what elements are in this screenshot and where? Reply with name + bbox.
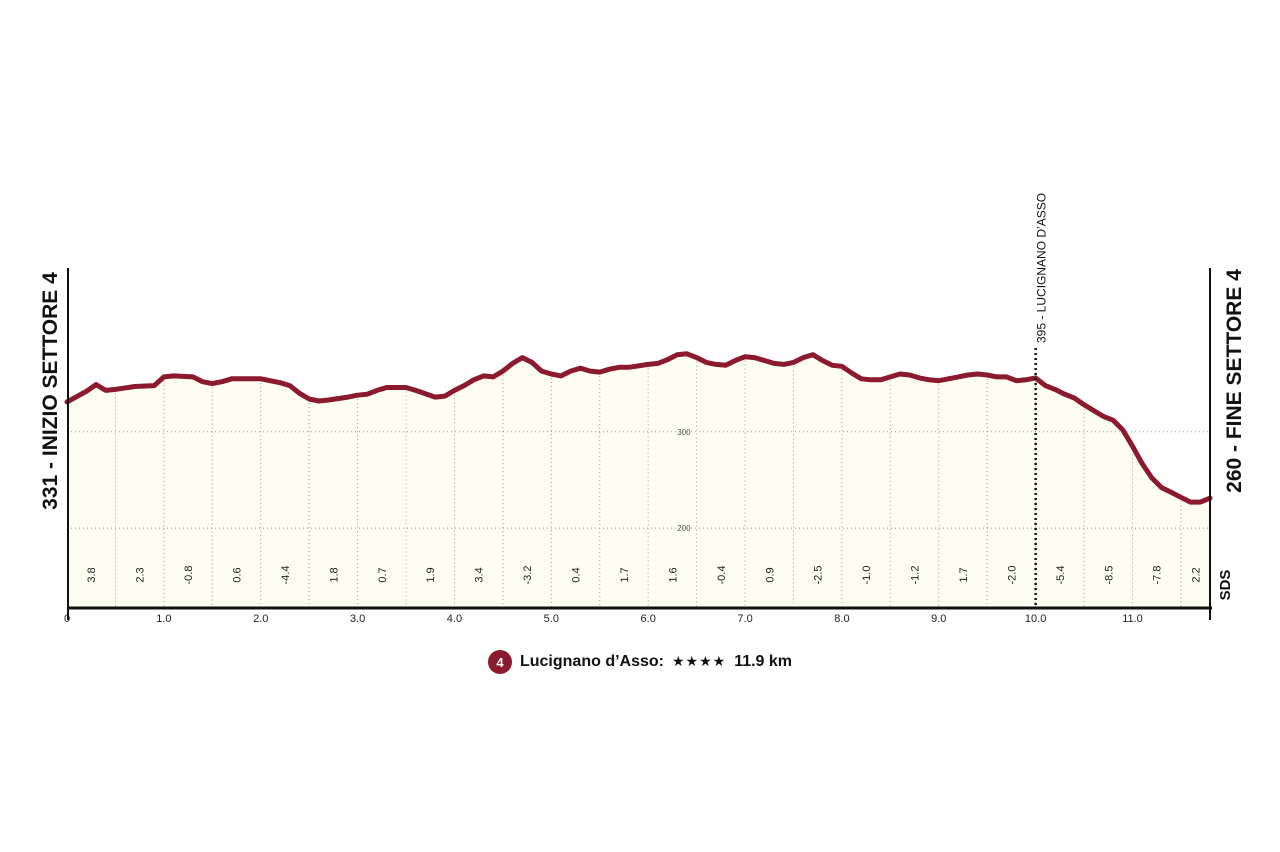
sector-number-badge: 4 [487,650,512,674]
segment-gradient-label: 3.4 [474,567,486,582]
segment-gradient-label: 1.9 [425,567,437,582]
elevation-chart: 200 300 395 - LUCIGNANO D’ASSO 3.8 2.3 -0.8… [39,193,1246,625]
segment-gradient-label: -5.4 [1055,566,1067,585]
x-tick-label: 5.0 [544,613,559,625]
segment-gradient-label: -8.5 [1103,566,1115,585]
segment-gradient-label: 0.9 [764,567,776,582]
elevation-area [67,353,1210,608]
segment-gradient-label: 0.7 [377,567,389,582]
segment-gradient-label: 2.2 [1191,567,1203,582]
waypoint-marker-label-group: 395 - LUCIGNANO D’ASSO [1035,193,1049,343]
x-tick-label: 6.0 [641,613,656,625]
segment-gradient-label: 1.7 [619,567,631,582]
segment-gradient-label: -7.8 [1152,566,1164,585]
segment-gradient-label: -0.4 [716,566,728,585]
segment-gradient-label: 3.8 [86,567,98,582]
y-tick-label-300: 300 [677,428,691,437]
segment-gradient-label: -0.8 [183,566,195,585]
y-tick-label-200: 200 [677,524,691,533]
x-tick-label: 4.0 [447,613,462,625]
waypoint-marker-label: 395 - LUCIGNANO D’ASSO [1035,193,1049,343]
x-tick-label: 8.0 [834,613,849,625]
segment-gradient-label: 1.7 [958,567,970,582]
segment-gradient-label: -1.0 [861,566,873,585]
sector-location: Lucignano d’Asso: [519,653,664,670]
elevation-profile-line [64,351,1213,505]
x-tick-label: 1.0 [156,613,171,625]
segment-gradient-label: 0.4 [571,567,583,582]
x-tick-label: 2.0 [253,613,268,625]
sector-distance: 11.9 km [734,653,793,670]
sector-footer: 4 Lucignano d’Asso: ★★★★ 11.9 km [0,648,1280,676]
segment-gradient-label: -4.4 [280,566,292,585]
segment-gradient-label: 2.3 [135,567,147,582]
x-tick-label: 7.0 [737,613,752,625]
segment-gradient-label: -2.0 [1006,566,1018,585]
segment-gradient-label: 1.8 [328,567,340,582]
x-tick-label: 3.0 [350,613,365,625]
segment-gradient-label: 0.6 [232,567,244,582]
x-tick-label: 9.0 [931,613,946,625]
start-label: 331 - INIZIO SETTORE 4 [39,272,62,510]
segment-gradient-label: -1.2 [910,566,922,585]
end-label: 260 - FINE SETTORE 4 [1223,269,1246,493]
segment-gradient-label: -2.5 [813,566,825,585]
segment-gradient-label: -3.2 [522,566,534,585]
grid-layer: 200 300 [67,428,1210,533]
brand-logo: SDS [1217,570,1234,601]
segment-gradient-label: 1.6 [667,567,679,582]
x-tick-label: 11.0 [1122,613,1143,625]
x-tick-label: 10.0 [1025,613,1046,625]
segment-lines [114,356,1182,608]
x-axis-ticks: 01.02.03.04.05.06.07.08.09.010.011.0 [64,613,1143,625]
difficulty-stars: ★★★★ [671,654,727,670]
segment-gradients: 3.8 2.3 -0.8 0.6 -4.4 1.8 0.7 1.9 3.4 -3.2 0.4 1.7 1… [86,566,1202,585]
